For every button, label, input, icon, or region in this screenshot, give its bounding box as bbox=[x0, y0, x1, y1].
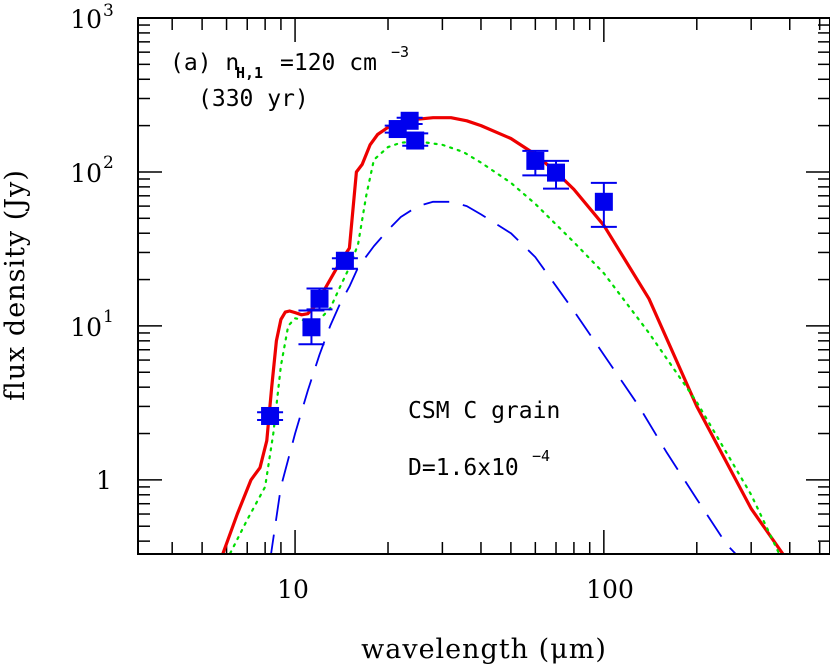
panel-annotation: (a) n H,1 =120 cm −3 bbox=[170, 43, 409, 82]
svg-text:(a) n: (a) n bbox=[170, 50, 239, 76]
data-point bbox=[522, 149, 549, 177]
svg-text:3: 3 bbox=[103, 1, 114, 21]
data-marker bbox=[400, 111, 419, 130]
y-tick-label-10-2: 10 2 bbox=[70, 153, 114, 188]
svg-text:D=1.6x10: D=1.6x10 bbox=[408, 455, 519, 481]
d-annotation: D=1.6x10 −4 bbox=[408, 447, 550, 481]
svg-text:10: 10 bbox=[70, 159, 102, 188]
data-marker bbox=[310, 289, 329, 308]
axis-ticks bbox=[138, 17, 830, 554]
svg-text:10: 10 bbox=[70, 313, 102, 342]
svg-text:=120 cm: =120 cm bbox=[280, 50, 377, 76]
model-curves bbox=[221, 116, 785, 554]
data-marker bbox=[594, 192, 613, 211]
age-annotation: (330 yr) bbox=[198, 86, 309, 112]
svg-text:H,1: H,1 bbox=[236, 64, 263, 82]
data-marker bbox=[335, 251, 354, 270]
y-tick-label-10-1: 10 1 bbox=[70, 307, 114, 342]
data-point bbox=[590, 181, 617, 228]
y-axis-label: flux density (Jy) bbox=[0, 169, 31, 401]
svg-text:−4: −4 bbox=[532, 447, 550, 465]
data-point bbox=[543, 159, 570, 190]
data-marker bbox=[547, 163, 566, 182]
data-point bbox=[257, 406, 284, 425]
x-tick-label-100: 100 bbox=[586, 575, 634, 604]
model-total-curve bbox=[221, 116, 785, 554]
data-point bbox=[402, 131, 429, 150]
observation-points bbox=[257, 111, 617, 425]
y-tick-label-10-3: 10 3 bbox=[70, 1, 114, 34]
svg-text:2: 2 bbox=[103, 153, 114, 173]
model-dotted-curve bbox=[228, 140, 781, 554]
data-point bbox=[298, 309, 325, 346]
svg-text:10: 10 bbox=[70, 5, 102, 34]
data-point bbox=[331, 251, 358, 270]
x-axis-label: wavelength (μm) bbox=[361, 634, 607, 665]
svg-text:1: 1 bbox=[103, 307, 114, 327]
data-marker bbox=[406, 131, 425, 150]
plot-frame bbox=[137, 17, 830, 555]
data-marker bbox=[302, 318, 321, 337]
data-point bbox=[306, 287, 333, 311]
svg-text:−3: −3 bbox=[391, 43, 409, 61]
data-point bbox=[396, 111, 423, 130]
model-dashed-curve bbox=[270, 200, 737, 554]
y-tick-label-1: 1 bbox=[96, 466, 112, 495]
x-tick-label-10: 10 bbox=[277, 575, 309, 604]
data-marker bbox=[261, 406, 280, 425]
data-marker bbox=[526, 151, 545, 170]
grain-annotation: CSM C grain bbox=[408, 398, 560, 424]
